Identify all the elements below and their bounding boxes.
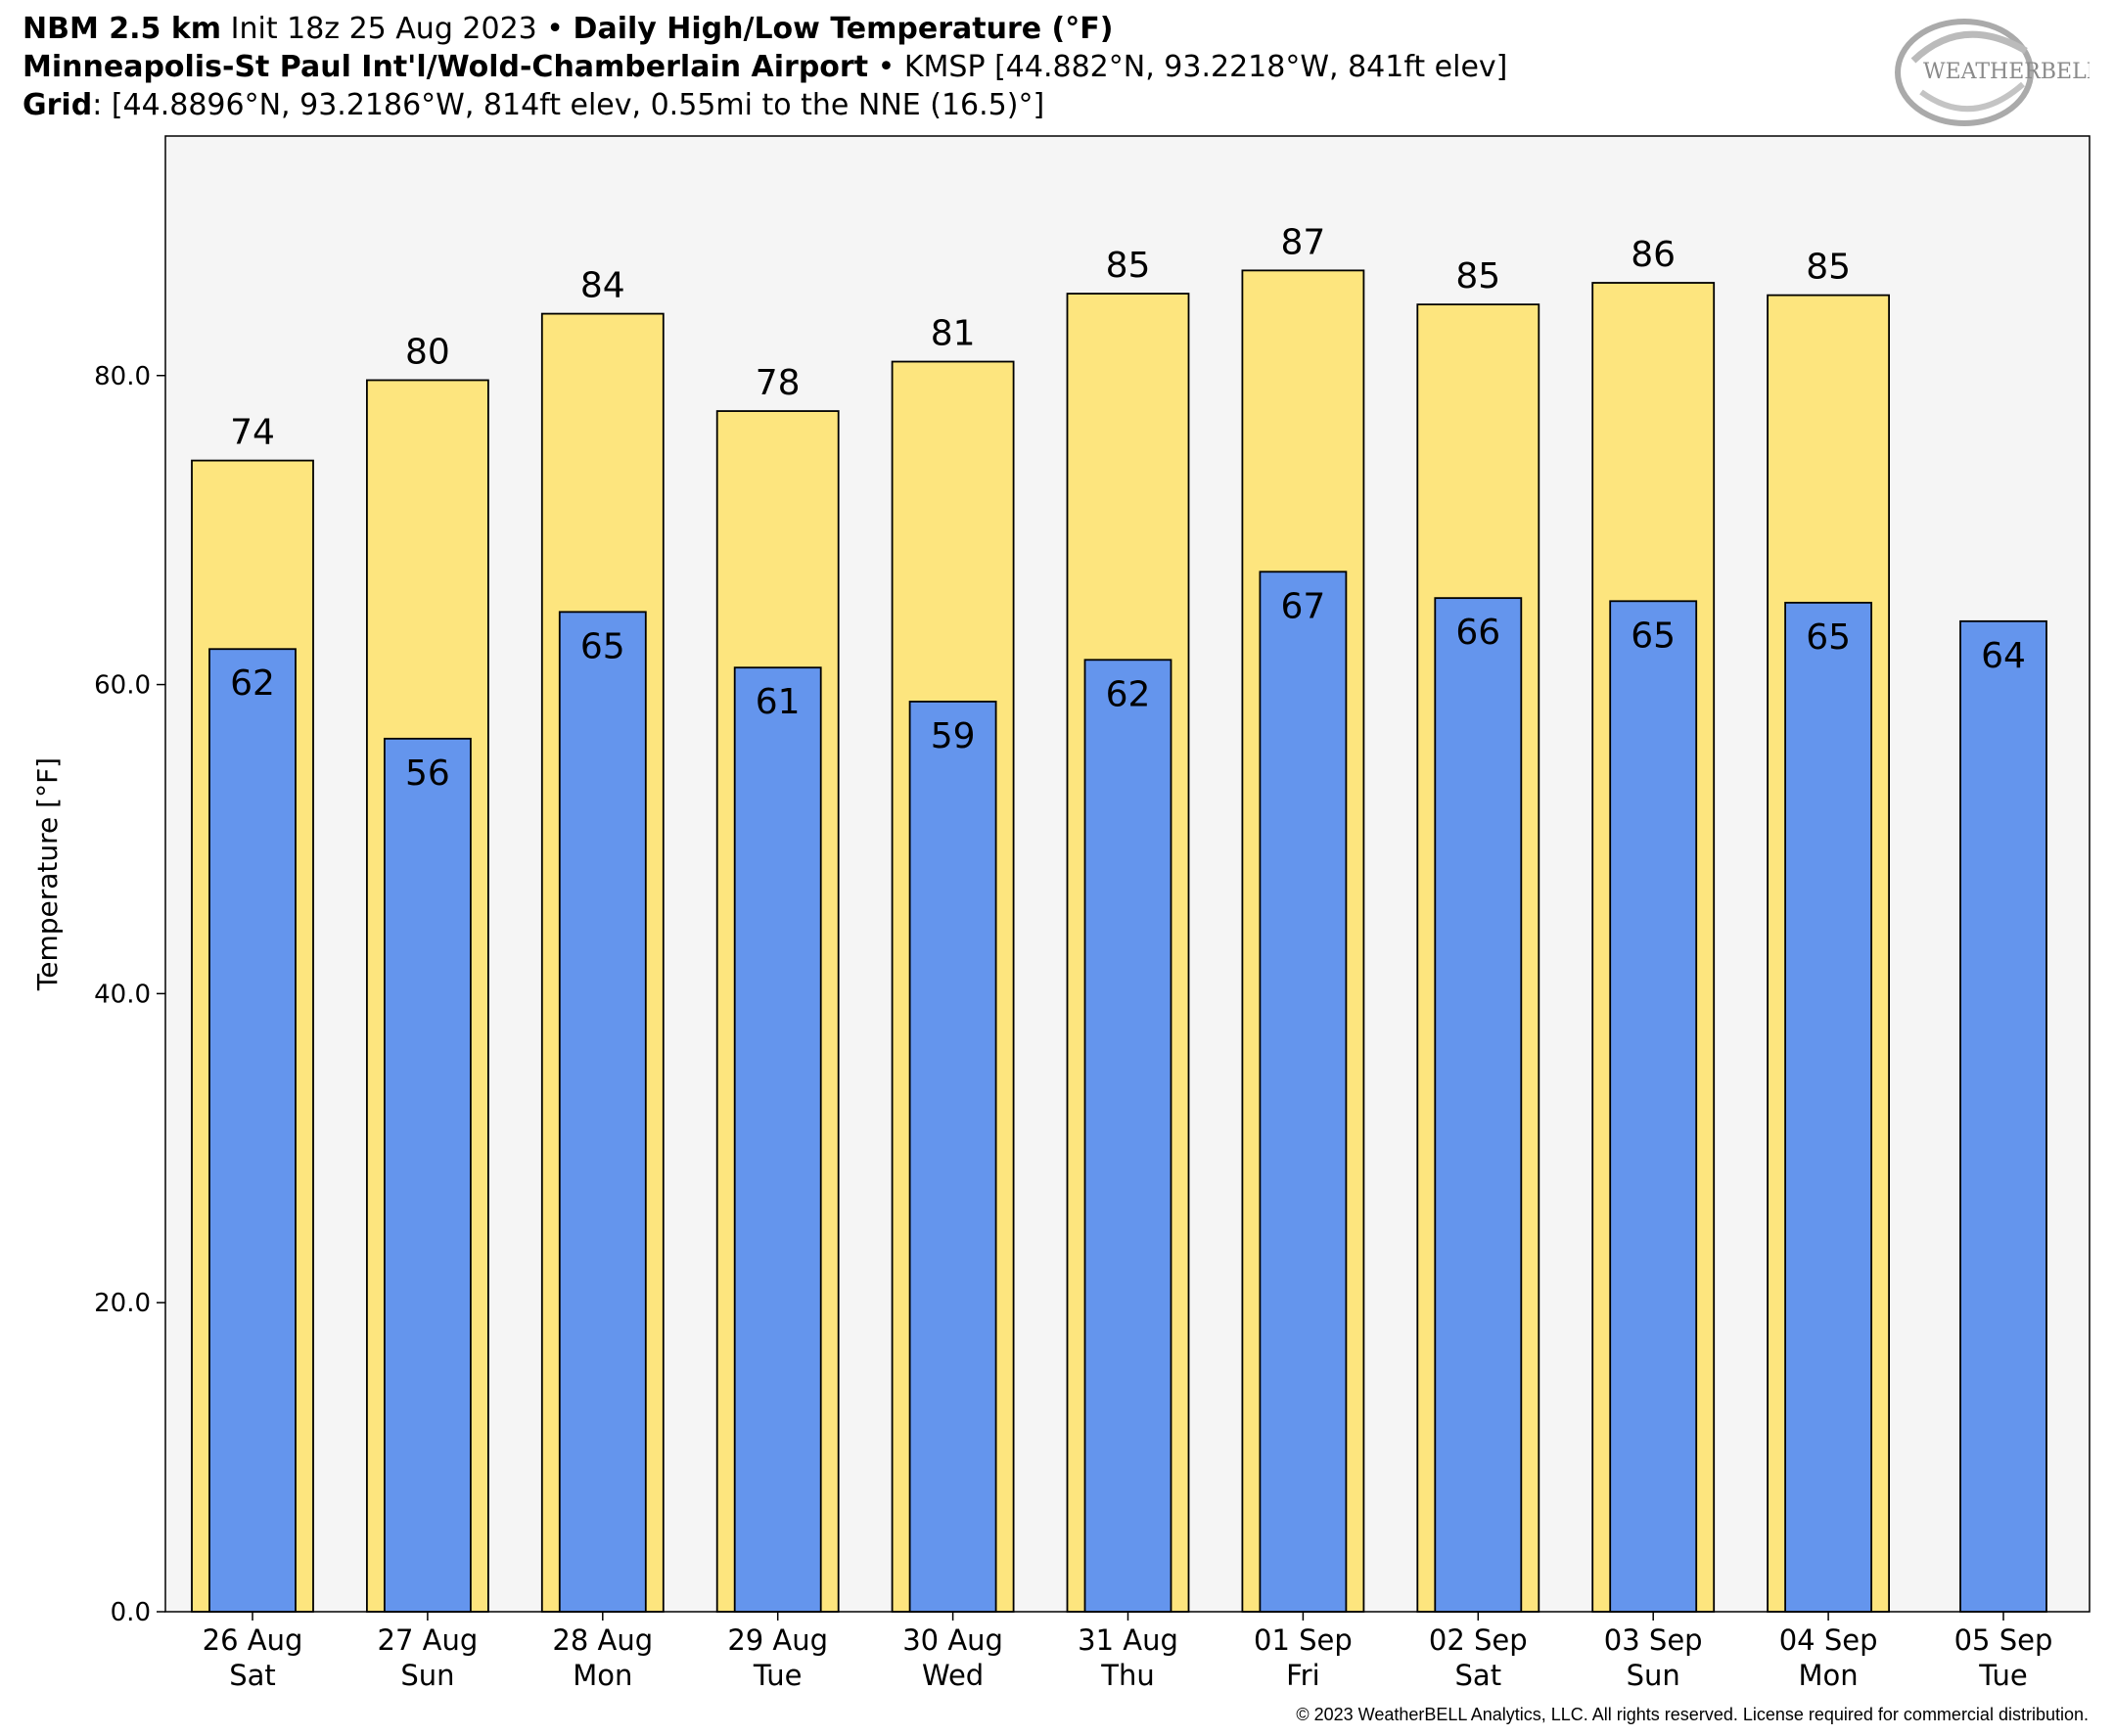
x-tick-label-day: Sun	[400, 1659, 454, 1692]
x-tick-label-date: 26 Aug	[203, 1623, 303, 1657]
low-temperature-bar	[1609, 600, 1698, 1613]
high-value-label: 78	[756, 363, 801, 403]
x-tick-label-date: 29 Aug	[727, 1623, 828, 1657]
y-tick-label: 40.0	[94, 980, 151, 1009]
logo-swirl-arc	[1919, 81, 2025, 113]
y-tick-label: 20.0	[94, 1289, 151, 1318]
low-value-label: 56	[405, 754, 450, 794]
low-value-label: 64	[1981, 636, 2026, 676]
station-info: KMSP [44.882°N, 93.2218°W, 841ft elev]	[903, 50, 1508, 84]
high-value-label: 80	[405, 332, 450, 372]
low-value-label: 65	[580, 626, 625, 666]
separator-bullet: •	[877, 50, 896, 84]
x-tick-label-date: 03 Sep	[1604, 1623, 1703, 1657]
y-tick-label: 80.0	[94, 362, 151, 391]
chart-title-line-3: Grid: [44.8896°N, 93.2186°W, 814ft elev,…	[23, 88, 1044, 123]
low-value-label: 67	[1280, 586, 1325, 626]
logo-text: WEATHERBELL	[1923, 60, 2090, 84]
x-tick-label-day: Sun	[1627, 1659, 1680, 1692]
x-tick-label-day: Tue	[753, 1659, 803, 1692]
logo-swirl-arc	[1910, 30, 2028, 64]
model-name: NBM 2.5 km	[23, 12, 222, 46]
low-temperature-bars	[208, 571, 2047, 1613]
logo-swirl-outer	[1895, 19, 2034, 126]
chart-title-line-2: Minneapolis-St Paul Int'l/Wold-Chamberla…	[23, 50, 1507, 85]
separator-bullet: •	[546, 12, 564, 46]
grid-label: Grid	[23, 88, 93, 122]
low-value-label: 66	[1455, 613, 1500, 653]
low-temperature-bar	[1784, 601, 1872, 1613]
high-value-label: 87	[1280, 222, 1325, 262]
low-value-label: 62	[230, 663, 275, 704]
low-value-label: 62	[1106, 674, 1151, 714]
high-value-label: 81	[931, 314, 976, 354]
x-tick-label-date: 27 Aug	[378, 1623, 479, 1657]
y-axis: 0.0 20.0 40.0 60.0 80.0	[94, 362, 165, 1627]
x-tick-label-date: 31 Aug	[1078, 1623, 1178, 1657]
low-temperature-bar	[733, 666, 822, 1613]
x-tick-label-date: 04 Sep	[1779, 1623, 1878, 1657]
copyright-notice: © 2023 WeatherBELL Analytics, LLC. All r…	[1296, 1705, 2089, 1724]
low-temperature-bar	[1083, 659, 1172, 1613]
x-tick-label-day: Tue	[1978, 1659, 2028, 1692]
x-tick-label-date: 05 Sep	[1954, 1623, 2053, 1657]
chart-title-line-1: NBM 2.5 km Init 18z 25 Aug 2023 • Daily …	[23, 12, 1113, 47]
y-tick-label: 60.0	[94, 671, 151, 701]
y-axis-label: Temperature [°F]	[31, 757, 64, 991]
high-value-label: 84	[580, 266, 625, 306]
low-temperature-bar	[1434, 597, 1523, 1613]
x-tick-label-day: Mon	[573, 1659, 632, 1692]
high-value-label: 74	[230, 413, 275, 453]
x-tick-label-date: 02 Sep	[1429, 1623, 1528, 1657]
low-temperature-bar	[1259, 571, 1348, 1613]
x-tick-label-date: 01 Sep	[1254, 1623, 1353, 1657]
low-temperature-bar	[558, 611, 647, 1613]
x-tick-label-day: Wed	[922, 1659, 984, 1692]
high-value-label: 85	[1806, 248, 1851, 288]
high-value-label: 85	[1106, 246, 1151, 286]
init-time: Init 18z 25 Aug 2023	[230, 12, 537, 46]
y-tick-label: 0.0	[111, 1598, 151, 1627]
x-tick-label-day: Thu	[1100, 1659, 1154, 1692]
high-value-label: 85	[1455, 256, 1500, 297]
high-value-label: 86	[1631, 235, 1676, 275]
x-tick-label-day: Fri	[1286, 1659, 1320, 1692]
low-temperature-bar	[208, 648, 297, 1613]
low-temperature-bar	[1959, 619, 2047, 1613]
low-value-label: 65	[1631, 616, 1676, 656]
x-tick-label-day: Mon	[1799, 1659, 1859, 1692]
low-value-label: 65	[1806, 617, 1851, 658]
low-temperature-bar	[383, 737, 472, 1613]
x-tick-label-day: Sat	[229, 1659, 276, 1692]
low-value-label: 59	[931, 716, 976, 756]
low-value-label: 61	[756, 682, 801, 722]
weatherbell-logo: WEATHERBELL	[1895, 19, 2090, 126]
bar-value-labels: 74 80 84 78 81 85 87 85 86 85 62 56 65 61 59 62 67 66 65 65…	[230, 222, 2026, 793]
x-tick-label-date: 28 Aug	[552, 1623, 653, 1657]
product-name: Daily High/Low Temperature (°F)	[573, 12, 1114, 46]
x-tick-label-date: 30 Aug	[902, 1623, 1003, 1657]
grid-info: : [44.8896°N, 93.2186°W, 814ft elev, 0.5…	[92, 88, 1045, 122]
x-tick-label-day: Sat	[1455, 1659, 1502, 1692]
station-name: Minneapolis-St Paul Int'l/Wold-Chamberla…	[23, 50, 869, 84]
low-temperature-bar	[908, 701, 997, 1613]
